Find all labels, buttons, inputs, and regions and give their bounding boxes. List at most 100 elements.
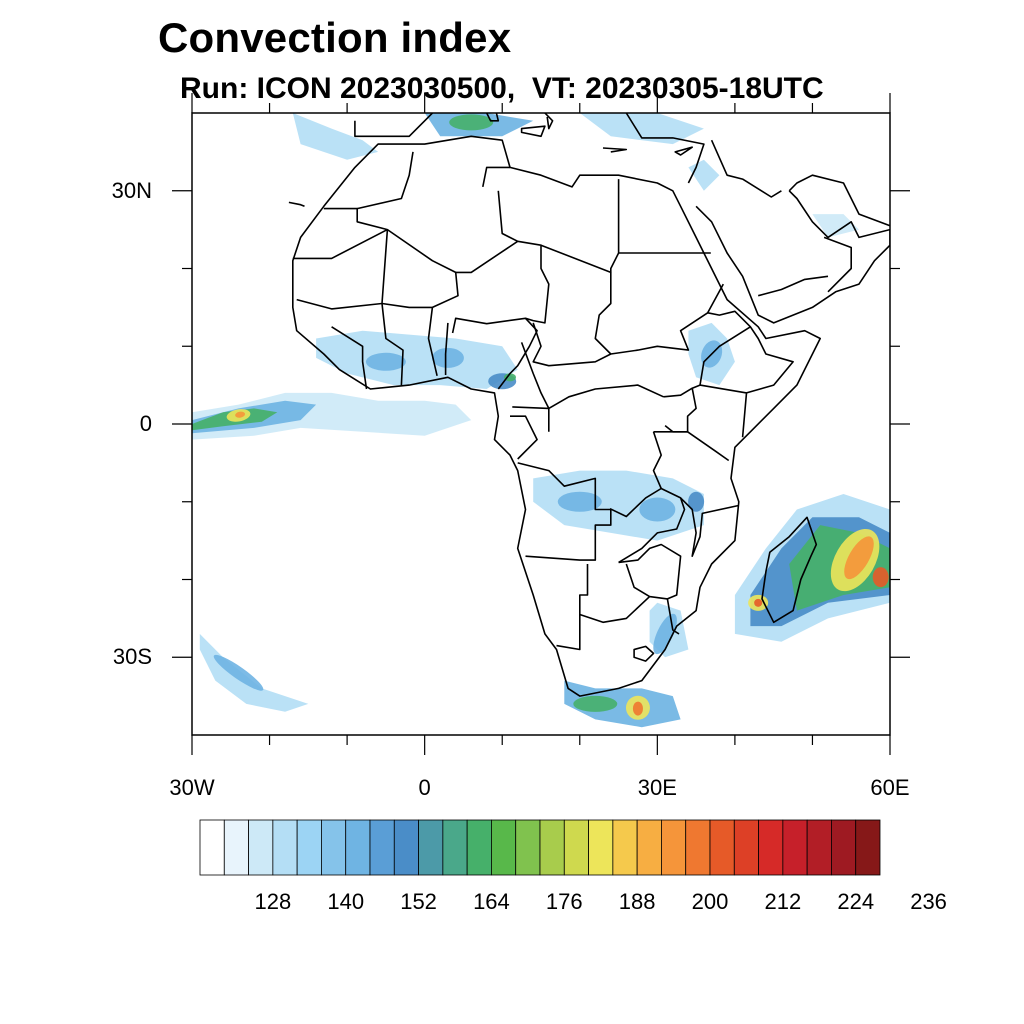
cyprus	[674, 146, 693, 156]
west-africa-mid-1	[365, 352, 406, 371]
colorbar-swatch	[636, 819, 662, 876]
south-coast-mid	[564, 680, 681, 728]
colorbar-swatch	[782, 819, 808, 876]
border-western-sahara-mauritania	[292, 207, 389, 260]
gulf-light	[812, 214, 859, 238]
central-med-green	[449, 114, 494, 131]
axis-ticks	[172, 93, 910, 755]
border-dr-congo-tanzania	[652, 431, 662, 489]
border-algeria-morocco	[357, 151, 414, 210]
border-benin-nigeria	[444, 322, 449, 375]
border-guinea-liberia	[331, 326, 368, 390]
lat-label: 0	[139, 411, 152, 436]
iberia-coast	[354, 113, 434, 138]
east-med-light	[579, 113, 704, 145]
colorbar-label: 188	[618, 889, 656, 914]
chart-subtitle: Run: ICON 2023030500, VT: 20230305-18UTC	[180, 72, 824, 105]
lon-label: 30E	[637, 775, 677, 800]
west-africa-light	[316, 330, 518, 389]
border-mali-algeria	[381, 228, 459, 309]
colorbar-swatch	[321, 819, 347, 876]
central-south-mid-1	[557, 491, 602, 512]
colorbar-label: 152	[400, 889, 437, 914]
colorbar-label: 176	[545, 889, 583, 914]
border-kenya-north	[663, 384, 748, 438]
west-africa-peak	[503, 373, 516, 382]
colorbar-swatch	[393, 819, 419, 876]
border-mozambique-southafrica	[666, 598, 680, 635]
colorbar-label: 236	[910, 889, 947, 914]
convection-field	[192, 113, 890, 728]
central-south-mid-3	[688, 491, 705, 512]
border-libya-chad-egypt	[540, 179, 620, 274]
border-congo-car-south	[512, 384, 664, 410]
border-uganda-kenya	[686, 388, 697, 432]
border-gabon-congo	[510, 415, 538, 460]
border-tanzania-kenya	[653, 431, 730, 462]
border-tunisia	[482, 166, 510, 188]
sw-atlantic-light	[199, 633, 309, 712]
colorbar-swatch	[491, 819, 517, 876]
lake-victoria-south	[664, 424, 689, 433]
colorbar-swatch	[199, 819, 225, 876]
border-zambia	[609, 487, 686, 564]
colorbar-swatch	[685, 819, 711, 876]
country-borders	[288, 113, 890, 697]
arabia-coast	[695, 190, 890, 324]
colorbar-swatch	[369, 819, 395, 876]
colorbar-swatch	[223, 819, 249, 876]
border-botswana-southafrica	[579, 596, 651, 624]
border-chad-car	[532, 322, 612, 367]
border-ghana-togo	[427, 307, 438, 376]
colorbar-label: 212	[764, 889, 802, 914]
colorbar-swatch	[806, 819, 832, 876]
atlantic-band-peak	[235, 411, 246, 418]
central-south-mid-2	[639, 497, 676, 522]
border-sudan	[594, 272, 725, 355]
colorbar-label: 224	[837, 889, 875, 914]
colorbar-swatch	[733, 819, 759, 876]
africa-coastline	[292, 135, 821, 697]
colorbar-label: 200	[691, 889, 729, 914]
lon-label: 30W	[169, 775, 215, 800]
colorbar-swatch	[661, 819, 687, 876]
colorbar-swatch	[248, 819, 274, 876]
border-eritrea	[707, 310, 751, 328]
canary-islands	[288, 201, 305, 208]
crete	[602, 147, 628, 153]
colorbar	[199, 819, 881, 876]
italy-tip	[544, 113, 554, 130]
colorbar-swatch	[296, 819, 322, 876]
sardinia	[485, 113, 500, 122]
sicily	[520, 125, 546, 138]
madagascar-orange	[844, 536, 874, 580]
lat-label: 30S	[112, 644, 152, 670]
colorbar-swatch	[709, 819, 735, 876]
levant-anatolia-coast	[625, 113, 705, 184]
colorbar-swatch	[539, 819, 565, 876]
border-saudi-iraq-jordan	[710, 139, 782, 198]
colorbar-swatch	[855, 819, 881, 876]
south-coast-peak	[632, 701, 643, 716]
colorbar-label: 140	[327, 889, 365, 914]
madagascar-peak	[872, 567, 889, 588]
border-mali-mauritania	[296, 229, 389, 310]
lesotho	[633, 645, 655, 662]
border-zimbabwe	[618, 543, 682, 600]
border-niger	[451, 240, 550, 334]
border-algeria-libya	[497, 190, 519, 243]
lon-label: 60E	[870, 775, 910, 800]
colorbar-swatch	[563, 819, 589, 876]
colorbar-swatch	[758, 819, 784, 876]
south-coast-green	[573, 695, 618, 712]
lat-label: 30N	[111, 177, 152, 203]
madagascar-coast	[761, 516, 818, 624]
chart-title: Convection index	[158, 14, 512, 61]
west-africa-mid-2	[431, 347, 464, 368]
border-ethiopia-somalia	[699, 326, 794, 394]
iran-coast	[788, 174, 890, 227]
colorbar-swatch	[442, 819, 468, 876]
border-namibia	[556, 564, 589, 651]
border-ivory-coast	[381, 303, 404, 386]
